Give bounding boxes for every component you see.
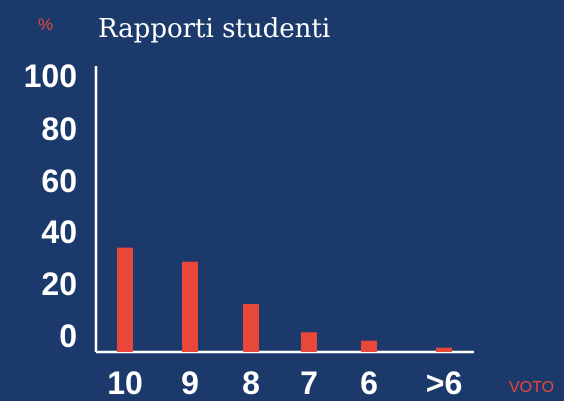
bars [117,247,452,352]
y-tick-label: 40 [41,214,77,250]
x-tick-label: 6 [360,365,378,401]
y-tick-label: 100 [24,58,77,94]
x-tick-label: 7 [300,365,318,401]
bar-9 [182,261,198,352]
bar-8 [243,304,259,352]
bar-gt6 [436,347,452,352]
chart-title: Rapporti studenti [98,14,330,44]
y-tick-label: 0 [59,318,77,354]
y-tick-label: 60 [41,163,77,199]
bar-7 [301,332,317,352]
y-unit-label: % [38,15,53,34]
bar-6 [361,340,377,352]
y-tick-label: 80 [41,111,77,147]
x-tick-label: 9 [181,365,199,401]
x-unit-label: VOTO [509,379,554,396]
x-tick-label: >6 [426,365,462,401]
y-tick-label: 20 [41,266,77,302]
x-tick-labels: 10 9 8 7 6 >6 [107,365,462,401]
y-tick-labels: 100 80 60 40 20 0 [24,58,77,354]
x-tick-label: 8 [242,365,260,401]
bar-10 [117,247,133,352]
x-tick-label: 10 [107,365,143,401]
